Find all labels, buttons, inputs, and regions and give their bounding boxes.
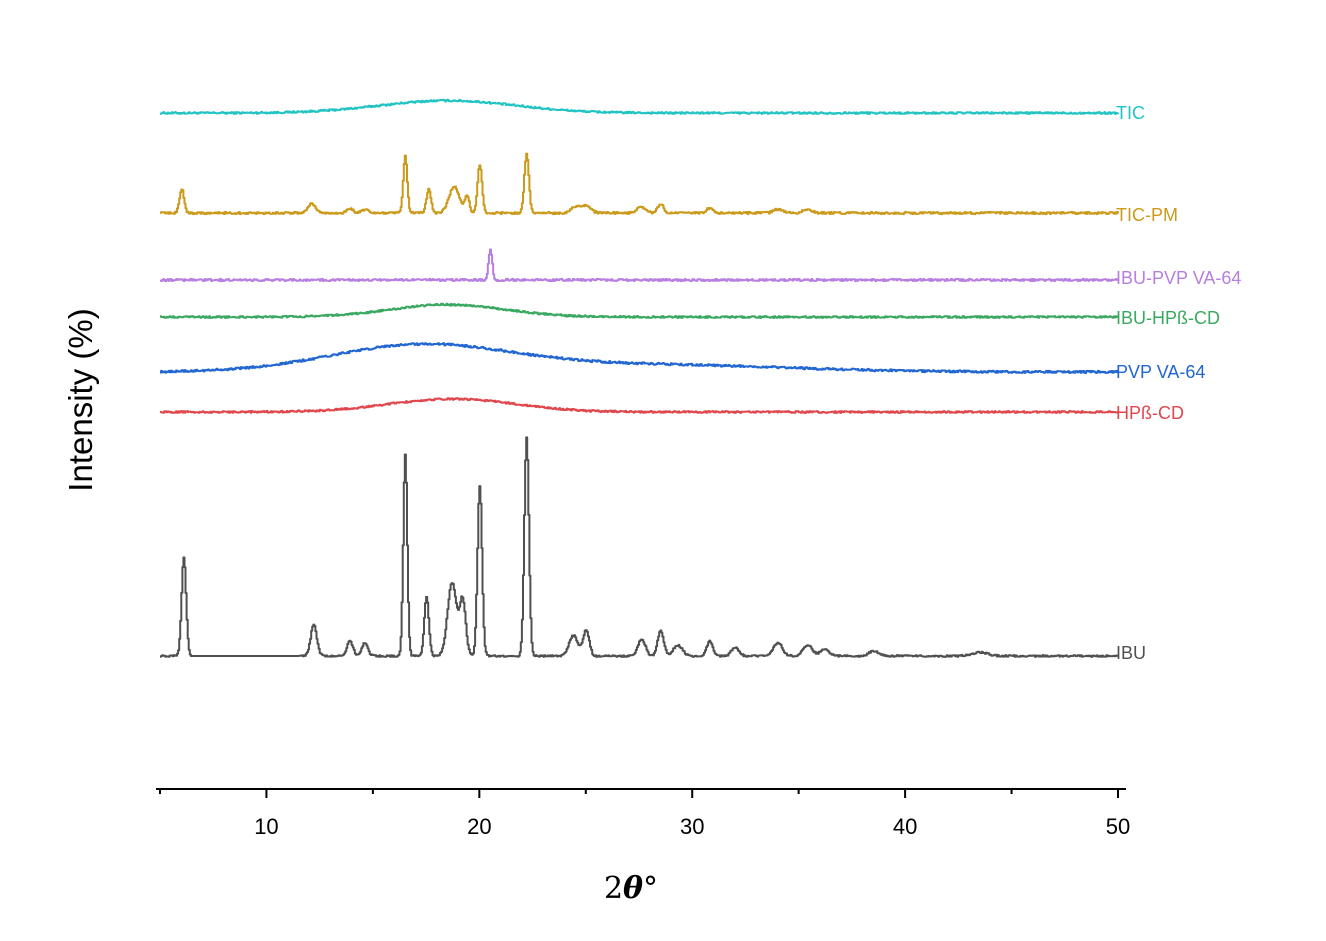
series-line-4 <box>160 342 1119 374</box>
series-label-2: IBU-PVP VA-64 <box>1116 268 1241 288</box>
x-axis-label-symbol: θ <box>623 871 643 906</box>
series-label-1: TIC-PM <box>1116 205 1178 225</box>
x-tick-label-1: 20 <box>467 814 491 839</box>
x-axis: 10 20 30 40 50 <box>156 788 1130 839</box>
series-label-4: PVP VA-64 <box>1116 362 1205 382</box>
series-label-3: IBU-HPß-CD <box>1116 308 1220 328</box>
x-axis-label: 2θ° <box>604 871 658 906</box>
x-axis-label-prefix: 2 <box>604 871 623 906</box>
x-tick-label-4: 50 <box>1106 814 1130 839</box>
series-label-0: TIC <box>1116 103 1145 123</box>
series-line-0 <box>160 98 1119 115</box>
x-tick-label-2: 30 <box>680 814 704 839</box>
x-tick-label-3: 40 <box>893 814 917 839</box>
series-line-2 <box>160 248 1119 283</box>
series-layer: TIC TIC-PM IBU-PVP VA-64 IBU-HPß-CD PVP VA-6… <box>160 98 1241 663</box>
series-label-5: HPß-CD <box>1116 403 1184 423</box>
series-line-3 <box>160 302 1119 319</box>
series-line-5 <box>160 397 1119 414</box>
x-axis-label-suffix: ° <box>643 871 658 906</box>
series-line-6 <box>160 436 1119 658</box>
series-line-1 <box>160 152 1119 216</box>
x-tick-label-0: 10 <box>254 814 278 839</box>
y-axis-label: Intensity (%) <box>62 308 99 491</box>
series-label-6: IBU <box>1116 643 1146 663</box>
